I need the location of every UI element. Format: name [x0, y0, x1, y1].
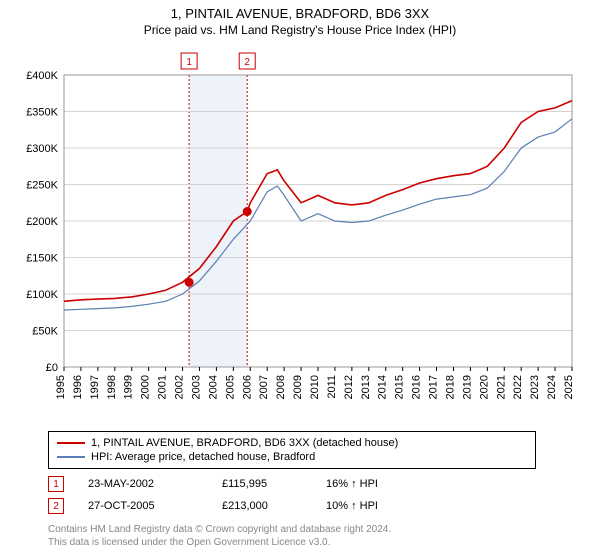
legend: 1, PINTAIL AVENUE, BRADFORD, BD6 3XX (de… [48, 431, 536, 469]
svg-text:2012: 2012 [343, 375, 355, 399]
legend-row-hpi: HPI: Average price, detached house, Brad… [57, 450, 527, 464]
svg-text:1999: 1999 [123, 375, 135, 399]
svg-text:£400K: £400K [26, 70, 58, 82]
sale-row-2: 2 27-OCT-2005 £213,000 10% ↑ HPI [48, 495, 584, 517]
svg-text:£50K: £50K [32, 326, 58, 338]
svg-text:2024: 2024 [546, 375, 558, 399]
svg-text:2023: 2023 [529, 375, 541, 399]
svg-text:2018: 2018 [444, 375, 456, 399]
svg-text:£150K: £150K [26, 253, 58, 265]
legend-swatch-property [57, 442, 85, 444]
sale-price-2: £213,000 [222, 500, 302, 512]
svg-text:£100K: £100K [26, 289, 58, 301]
chart-svg: £0 £50K £100K £150K £200K £250K £300K £350K £400… [20, 45, 580, 425]
svg-text:£250K: £250K [26, 180, 58, 192]
svg-text:2016: 2016 [411, 375, 423, 399]
sale-hpi-1: 16% ↑ HPI [326, 478, 416, 490]
svg-text:2006: 2006 [241, 375, 253, 399]
svg-text:2004: 2004 [207, 375, 219, 399]
svg-text:2011: 2011 [326, 375, 338, 399]
footer-line-2: This data is licensed under the Open Gov… [48, 536, 584, 549]
svg-text:£200K: £200K [26, 216, 58, 228]
legend-label-hpi: HPI: Average price, detached house, Brad… [91, 451, 315, 463]
svg-text:1998: 1998 [106, 375, 118, 399]
footer: Contains HM Land Registry data © Crown c… [48, 523, 584, 549]
svg-text:2000: 2000 [140, 375, 152, 399]
svg-text:2005: 2005 [224, 375, 236, 399]
svg-text:2003: 2003 [190, 375, 202, 399]
svg-text:2015: 2015 [394, 375, 406, 399]
svg-text:1996: 1996 [72, 375, 84, 399]
svg-text:2022: 2022 [512, 375, 524, 399]
legend-row-property: 1, PINTAIL AVENUE, BRADFORD, BD6 3XX (de… [57, 436, 527, 450]
footer-line-1: Contains HM Land Registry data © Crown c… [48, 523, 584, 536]
sale-date-1: 23-MAY-2002 [88, 478, 198, 490]
svg-text:2009: 2009 [292, 375, 304, 399]
chart: £0 £50K £100K £150K £200K £250K £300K £350K £400… [20, 45, 580, 425]
sale-marker-1: 1 [48, 476, 64, 492]
sale-hpi-2: 10% ↑ HPI [326, 500, 416, 512]
svg-text:£350K: £350K [26, 107, 58, 119]
svg-text:2007: 2007 [258, 375, 270, 399]
svg-text:2017: 2017 [428, 375, 440, 399]
svg-text:2014: 2014 [377, 375, 389, 399]
svg-text:2008: 2008 [275, 375, 287, 399]
subtitle: Price paid vs. HM Land Registry's House … [0, 23, 600, 37]
svg-text:2010: 2010 [309, 375, 321, 399]
legend-swatch-hpi [57, 456, 85, 458]
legend-label-property: 1, PINTAIL AVENUE, BRADFORD, BD6 3XX (de… [91, 437, 398, 449]
svg-text:1995: 1995 [55, 375, 67, 399]
svg-text:2019: 2019 [461, 375, 473, 399]
svg-text:2021: 2021 [495, 375, 507, 399]
svg-text:1997: 1997 [89, 375, 101, 399]
page-root: 1, PINTAIL AVENUE, BRADFORD, BD6 3XX Pri… [0, 0, 600, 549]
svg-text:2013: 2013 [360, 375, 372, 399]
svg-text:1: 1 [186, 57, 192, 68]
titles: 1, PINTAIL AVENUE, BRADFORD, BD6 3XX Pri… [0, 0, 600, 37]
sale-price-1: £115,995 [222, 478, 302, 490]
svg-text:2020: 2020 [478, 375, 490, 399]
sale-date-2: 27-OCT-2005 [88, 500, 198, 512]
svg-text:2025: 2025 [563, 375, 575, 399]
svg-text:2002: 2002 [174, 375, 186, 399]
svg-text:2: 2 [244, 57, 250, 68]
sale-row-1: 1 23-MAY-2002 £115,995 16% ↑ HPI [48, 473, 584, 495]
sales-table: 1 23-MAY-2002 £115,995 16% ↑ HPI 2 27-OC… [48, 473, 584, 517]
svg-text:2001: 2001 [157, 375, 169, 399]
sale-marker-2: 2 [48, 498, 64, 514]
svg-text:£0: £0 [46, 362, 58, 374]
svg-text:£300K: £300K [26, 143, 58, 155]
address-title: 1, PINTAIL AVENUE, BRADFORD, BD6 3XX [0, 6, 600, 21]
